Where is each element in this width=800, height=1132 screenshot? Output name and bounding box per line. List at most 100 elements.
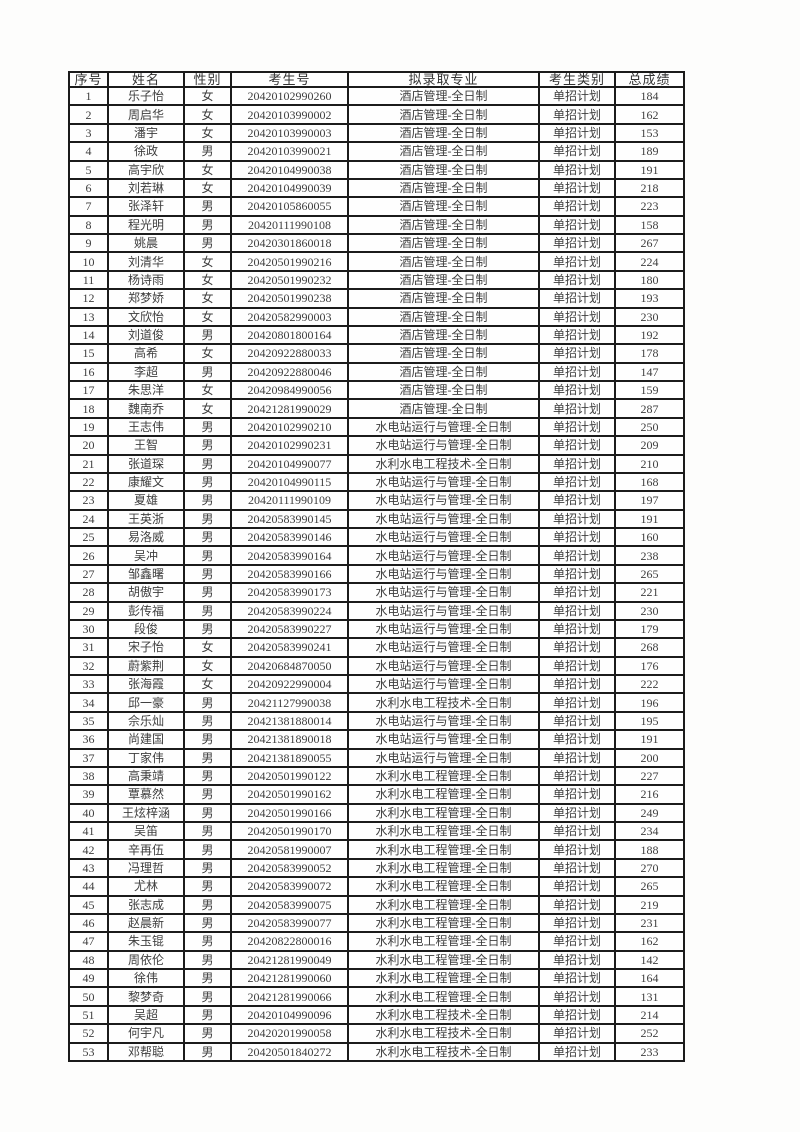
- cell-index: 27: [68, 563, 109, 585]
- table-row: 11 杨诗雨女 20420501990232 酒店管理-全日制 单招计划 180: [68, 269, 685, 291]
- cell-index: 31: [68, 637, 109, 658]
- cell-gender: 男: [183, 765, 232, 787]
- cell-category: 单招计划: [538, 196, 616, 217]
- cell-candidate-no: 20420501990122: [230, 765, 349, 787]
- cell-major: 水电站运行与管理-全日制: [347, 747, 540, 768]
- cell-candidate-no: 20420583990241: [230, 637, 349, 658]
- cell-index: 19: [68, 416, 109, 438]
- cell-name: 高宇欣: [107, 159, 185, 180]
- column-header-category: 考生类别: [538, 71, 616, 88]
- cell-candidate-no: 20420583990164: [230, 545, 349, 566]
- cell-score: 270: [614, 857, 685, 879]
- cell-gender: 女: [183, 85, 232, 107]
- cell-candidate-no: 20420111990109: [230, 490, 349, 511]
- table-row: 12 郑梦娇女 20420501990238 酒店管理-全日制 单招计划 193: [68, 288, 685, 309]
- cell-candidate-no: 20420922990004: [230, 673, 349, 695]
- table-row: 50 黎梦奇男 20421281990066 水利水电工程管理-全日制 单招计划 131: [68, 986, 685, 1007]
- cell-category: 单招计划: [538, 802, 616, 824]
- cell-category: 单招计划: [538, 104, 616, 125]
- cell-gender: 女: [183, 306, 232, 327]
- cell-major: 水利水电工程管理-全日制: [347, 802, 540, 824]
- cell-score: 200: [614, 747, 685, 768]
- cell-candidate-no: 20420102990231: [230, 435, 349, 456]
- cell-category: 单招计划: [538, 710, 616, 732]
- cell-major: 水电站运行与管理-全日制: [347, 435, 540, 456]
- table-row: 49 徐伟男 20421281990060 水利水电工程管理-全日制 单招计划 164: [68, 967, 685, 989]
- cell-category: 单招计划: [538, 232, 616, 254]
- cell-major: 水利水电工程管理-全日制: [347, 857, 540, 879]
- cell-category: 单招计划: [538, 949, 616, 971]
- cell-name: 黎梦奇: [107, 986, 185, 1007]
- cell-major: 水电站运行与管理-全日制: [347, 416, 540, 438]
- cell-gender: 男: [183, 471, 232, 493]
- cell-candidate-no: 20420301860018: [230, 232, 349, 254]
- column-header-score: 总成绩: [614, 71, 685, 88]
- column-header-candidate-no: 考生号: [230, 71, 349, 88]
- cell-major: 水利水电工程管理-全日制: [347, 912, 540, 934]
- cell-score: 267: [614, 232, 685, 254]
- cell-candidate-no: 20421381880014: [230, 710, 349, 732]
- cell-name: 徐政: [107, 141, 185, 162]
- table-row: 26 吴冲男 20420583990164 水电站运行与管理-全日制 单招计划 238: [68, 545, 685, 566]
- cell-category: 单招计划: [538, 306, 616, 327]
- cell-category: 单招计划: [538, 637, 616, 658]
- cell-index: 5: [68, 159, 109, 180]
- cell-major: 水电站运行与管理-全日制: [347, 508, 540, 530]
- cell-major: 酒店管理-全日制: [347, 104, 540, 125]
- cell-gender: 男: [183, 747, 232, 768]
- cell-index: 28: [68, 582, 109, 603]
- cell-score: 158: [614, 214, 685, 236]
- cell-gender: 男: [183, 857, 232, 879]
- table-row: 53 邓帮聪男 20420501840272 水利水电工程技术-全日制 单招计划 233: [68, 1041, 685, 1062]
- table-row: 17 朱思洋女 20420984990056 酒店管理-全日制 单招计划 159: [68, 379, 685, 401]
- cell-name: 潘宇: [107, 122, 185, 144]
- cell-index: 38: [68, 765, 109, 787]
- cell-gender: 男: [183, 582, 232, 603]
- cell-candidate-no: 20421281990049: [230, 949, 349, 971]
- cell-score: 193: [614, 288, 685, 309]
- cell-name: 易洛威: [107, 526, 185, 548]
- cell-name: 夏雄: [107, 490, 185, 511]
- cell-score: 196: [614, 692, 685, 713]
- cell-index: 36: [68, 729, 109, 750]
- cell-name: 邹鑫曙: [107, 563, 185, 585]
- cell-index: 17: [68, 379, 109, 401]
- cell-candidate-no: 20420103990021: [230, 141, 349, 162]
- cell-candidate-no: 20420922880046: [230, 361, 349, 383]
- cell-name: 康耀文: [107, 471, 185, 493]
- cell-gender: 女: [183, 379, 232, 401]
- cell-candidate-no: 20420104990038: [230, 159, 349, 180]
- cell-category: 单招计划: [538, 894, 616, 915]
- cell-major: 水利水电工程技术-全日制: [347, 1023, 540, 1044]
- cell-candidate-no: 20420104990096: [230, 1004, 349, 1026]
- cell-name: 胡傲宇: [107, 582, 185, 603]
- cell-name: 邱一豪: [107, 692, 185, 713]
- cell-score: 180: [614, 269, 685, 291]
- table-row: 31 宋子怡女 20420583990241 水电站运行与管理-全日制 单招计划 268: [68, 637, 685, 658]
- cell-score: 191: [614, 729, 685, 750]
- cell-category: 单招计划: [538, 508, 616, 530]
- cell-score: 223: [614, 196, 685, 217]
- cell-gender: 男: [183, 1004, 232, 1026]
- cell-candidate-no: 20420201990058: [230, 1023, 349, 1044]
- cell-index: 49: [68, 967, 109, 989]
- cell-major: 水利水电工程管理-全日制: [347, 820, 540, 842]
- cell-gender: 男: [183, 876, 232, 897]
- cell-index: 50: [68, 986, 109, 1007]
- cell-name: 徐伟: [107, 967, 185, 989]
- cell-score: 160: [614, 526, 685, 548]
- cell-major: 酒店管理-全日制: [347, 324, 540, 346]
- table-row: 43 冯理哲男 20420583990052 水利水电工程管理-全日制 单招计划 270: [68, 857, 685, 879]
- cell-name: 冯理哲: [107, 857, 185, 879]
- cell-category: 单招计划: [538, 1004, 616, 1026]
- cell-category: 单招计划: [538, 435, 616, 456]
- cell-gender: 男: [183, 729, 232, 750]
- cell-major: 酒店管理-全日制: [347, 122, 540, 144]
- cell-gender: 女: [183, 269, 232, 291]
- cell-candidate-no: 20420583990224: [230, 600, 349, 621]
- cell-name: 邓帮聪: [107, 1041, 185, 1062]
- cell-index: 32: [68, 655, 109, 677]
- cell-major: 水电站运行与管理-全日制: [347, 490, 540, 511]
- cell-category: 单招计划: [538, 618, 616, 640]
- cell-gender: 男: [183, 490, 232, 511]
